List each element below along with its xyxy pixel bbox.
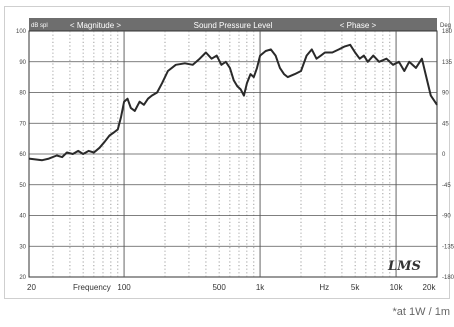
x-axis-text-label: Hz: [319, 283, 329, 292]
magnitude-label: < Magnitude >: [70, 21, 121, 30]
lms-logo: LMS: [387, 259, 421, 274]
header-band: [29, 18, 437, 31]
x-tick-label: 5k: [351, 283, 360, 292]
x-tick-label: 500: [212, 283, 226, 292]
y2-tick-label: 180: [442, 29, 453, 35]
y-tick-label: 100: [16, 29, 27, 35]
x-axis-text-label: Frequency: [73, 283, 111, 292]
x-tick-label: 20: [27, 283, 36, 292]
phase-label: < Phase >: [340, 21, 377, 30]
y-tick-label: 20: [19, 275, 26, 281]
x-tick-label: 1k: [256, 283, 265, 292]
y2-tick-label: -135: [442, 244, 454, 250]
y2-tick-label: -45: [442, 183, 451, 189]
y2-tick-label: -90: [442, 214, 451, 220]
chart-frame: [4, 6, 450, 299]
x-tick-label: 100: [117, 283, 131, 292]
y-tick-label: 90: [19, 60, 26, 66]
y-tick-label: 50: [19, 183, 26, 189]
right-unit-label: Deg: [440, 23, 451, 29]
y2-tick-label: 135: [442, 60, 453, 66]
y-tick-label: 30: [19, 244, 26, 250]
y-tick-label: 80: [19, 91, 26, 97]
footnote: *at 1W / 1m: [392, 306, 450, 318]
y2-tick-label: 0: [442, 152, 446, 158]
y-tick-label: 70: [19, 121, 26, 127]
y2-tick-label: -180: [442, 275, 454, 281]
x-tick-label: 20k: [423, 283, 437, 292]
x-tick-label: 10k: [390, 283, 404, 292]
y-tick-label: 40: [19, 214, 26, 220]
spl-series-line: [28, 43, 438, 162]
y-tick-label: 60: [19, 152, 26, 158]
y2-tick-label: 45: [442, 121, 449, 127]
y2-tick-label: 90: [442, 91, 449, 97]
left-unit-label: dB spl: [31, 23, 48, 29]
chart-title: Sound Pressure Level: [194, 21, 273, 30]
